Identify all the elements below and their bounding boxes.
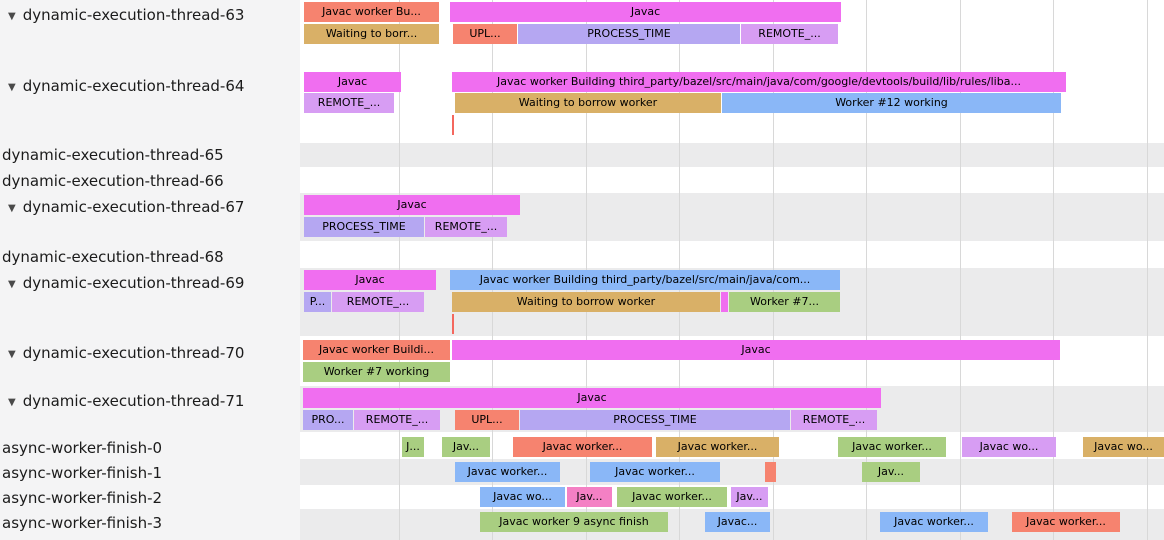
track-label-text: dynamic-execution-thread-63 (22, 6, 245, 24)
track-band (300, 459, 1164, 485)
expand-triangle-icon[interactable]: ▼ (8, 203, 16, 214)
expand-triangle-icon[interactable]: ▼ (8, 11, 16, 22)
gridline (1053, 0, 1054, 540)
track-band (300, 167, 1164, 193)
timeline-slice[interactable] (765, 462, 776, 482)
track-row-label[interactable]: ▼ dynamic-execution-thread-71 (8, 390, 244, 412)
timeline-slice[interactable]: Javac wo... (480, 487, 565, 507)
timeline-slice[interactable]: Waiting to borrow worker (452, 292, 720, 312)
timeline-slice[interactable]: REMOTE_... (332, 292, 424, 312)
timeline-slice[interactable]: Waiting to borr... (304, 24, 439, 44)
timeline-slice[interactable]: Javac worker Buildi... (303, 340, 450, 360)
track-label-text: async-worker-finish-3 (2, 514, 163, 532)
track-row-label[interactable]: ▼ dynamic-execution-thread-64 (8, 75, 244, 97)
timeline-slice[interactable]: REMOTE_... (304, 93, 394, 113)
track-row-label[interactable]: ▼ dynamic-execution-thread-69 (8, 272, 244, 294)
track-band (300, 143, 1164, 167)
timeline-slice[interactable]: Worker #7... (729, 292, 840, 312)
timeline-slice[interactable]: Jav... (731, 487, 768, 507)
timeline-slice[interactable]: UPL... (453, 24, 517, 44)
timeline-slice[interactable]: Waiting to borrow worker (455, 93, 721, 113)
track-row-label[interactable]: dynamic-execution-thread-68 (2, 246, 224, 268)
timeline-slice[interactable]: Javac worker... (880, 512, 988, 532)
thread-name-panel (0, 0, 300, 540)
timeline-slice[interactable]: PROCESS_TIME (304, 217, 424, 237)
timeline-slice[interactable]: J... (402, 437, 424, 457)
track-label-text: dynamic-execution-thread-68 (2, 248, 224, 266)
timeline-slice[interactable]: Jav... (862, 462, 920, 482)
timeline-slice[interactable]: Javac (452, 340, 1060, 360)
timeline-slice-tick[interactable] (452, 115, 454, 135)
timeline-slice[interactable]: Javac worker... (455, 462, 560, 482)
expand-triangle-icon[interactable]: ▼ (8, 279, 16, 290)
timeline-slice[interactable]: PROCESS_TIME (520, 410, 790, 430)
expand-triangle-icon[interactable]: ▼ (8, 349, 16, 360)
timeline-slice[interactable]: Javac (304, 195, 520, 215)
track-label-text: dynamic-execution-thread-65 (2, 146, 224, 164)
track-row-label[interactable]: async-worker-finish-3 (2, 512, 162, 534)
track-label-text: async-worker-finish-2 (2, 489, 163, 507)
timeline-slice[interactable]: PRO... (303, 410, 353, 430)
timeline-slice[interactable] (721, 292, 728, 312)
timeline-slice[interactable]: REMOTE_... (791, 410, 877, 430)
timeline-slice[interactable]: Javac worker... (513, 437, 652, 457)
timeline-slice[interactable]: UPL... (455, 410, 519, 430)
track-row-label[interactable]: async-worker-finish-2 (2, 487, 162, 509)
timeline-slice[interactable]: P... (304, 292, 331, 312)
track-label-text: async-worker-finish-1 (2, 464, 163, 482)
timeline-slice[interactable]: Javac worker... (617, 487, 727, 507)
timeline-slice[interactable]: PROCESS_TIME (518, 24, 740, 44)
track-row-label[interactable]: ▼ dynamic-execution-thread-67 (8, 196, 244, 218)
track-label-text: dynamic-execution-thread-71 (22, 392, 245, 410)
track-row-label[interactable]: dynamic-execution-thread-65 (2, 144, 224, 166)
track-label-text: async-worker-finish-0 (2, 439, 163, 457)
timeline-slice[interactable]: Javac worker... (1012, 512, 1120, 532)
timeline-slice[interactable]: REMOTE_... (354, 410, 440, 430)
track-row-label[interactable]: ▼ dynamic-execution-thread-63 (8, 4, 244, 26)
timeline-slice[interactable]: Javac... (705, 512, 770, 532)
timeline-slice[interactable]: Jav... (442, 437, 490, 457)
timeline-slice[interactable]: Javac wo... (1083, 437, 1164, 457)
track-row-label[interactable]: async-worker-finish-1 (2, 462, 162, 484)
gridline (866, 0, 867, 540)
timeline-slice[interactable]: Javac worker Building third_party/bazel/… (450, 270, 840, 290)
expand-triangle-icon[interactable]: ▼ (8, 397, 16, 408)
timeline-slice[interactable]: Javac (304, 72, 401, 92)
timeline-slice[interactable]: Javac worker... (656, 437, 779, 457)
timeline-slice[interactable]: REMOTE_... (741, 24, 838, 44)
track-row-label[interactable]: async-worker-finish-0 (2, 437, 162, 459)
timeline-slice[interactable]: Jav... (567, 487, 612, 507)
track-row-label[interactable]: dynamic-execution-thread-66 (2, 170, 224, 192)
track-band (300, 243, 1164, 268)
track-label-text: dynamic-execution-thread-64 (22, 77, 245, 95)
timeline-slice[interactable]: Worker #7 working (303, 362, 450, 382)
timeline-slice[interactable]: Javac worker Bu... (304, 2, 439, 22)
timeline-slice[interactable]: Javac worker Building third_party/bazel/… (452, 72, 1066, 92)
timeline-slice[interactable]: Worker #12 working (722, 93, 1061, 113)
timeline-slice[interactable]: Javac worker 9 async finish (480, 512, 668, 532)
expand-triangle-icon[interactable]: ▼ (8, 82, 16, 93)
timeline-slice-tick[interactable] (452, 314, 454, 334)
timeline-slice[interactable]: Javac worker... (838, 437, 946, 457)
timeline-slice[interactable]: Javac (304, 270, 436, 290)
timeline-slice[interactable]: Javac worker... (590, 462, 720, 482)
track-label-text: dynamic-execution-thread-66 (2, 172, 224, 190)
timeline-slice[interactable]: Javac (303, 388, 881, 408)
gridline (960, 0, 961, 540)
track-label-text: dynamic-execution-thread-69 (22, 274, 245, 292)
timeline-slice[interactable]: Javac wo... (962, 437, 1056, 457)
gridline (1147, 0, 1148, 540)
timeline-slice[interactable]: Javac (450, 2, 841, 22)
timeline-slice[interactable]: REMOTE_... (425, 217, 507, 237)
track-row-label[interactable]: ▼ dynamic-execution-thread-70 (8, 342, 244, 364)
track-label-text: dynamic-execution-thread-67 (22, 198, 245, 216)
track-label-text: dynamic-execution-thread-70 (22, 344, 245, 362)
